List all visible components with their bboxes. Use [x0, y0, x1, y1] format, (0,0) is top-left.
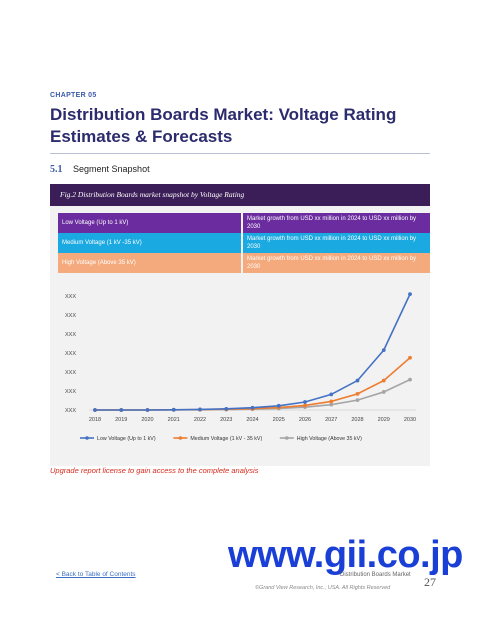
x-tick-label: 2028: [351, 417, 363, 423]
legend-label: High Voltage (Above 35 kV): [297, 436, 362, 442]
data-point: [119, 408, 124, 412]
x-tick-label: 2020: [141, 417, 153, 423]
data-point: [171, 407, 176, 412]
segment-row-high-voltage: High Voltage (Above 35 kV) Market growth…: [58, 253, 430, 273]
segment-row-low-voltage: Low Voltage (Up to 1 kV) Market growth f…: [58, 213, 430, 233]
upgrade-notice: Upgrade report license to gain access to…: [50, 466, 259, 475]
data-point: [355, 391, 360, 396]
legend-marker: [85, 436, 89, 440]
title-line-2: Estimates & Forecasts: [50, 127, 233, 146]
y-tick-label: XXX: [65, 351, 76, 357]
legend-marker: [285, 436, 289, 440]
y-tick-label: XXX: [65, 332, 76, 338]
section-divider: [50, 153, 430, 154]
segment-label: Medium Voltage (1 kV -35 kV): [58, 233, 241, 253]
x-tick-label: 2029: [378, 417, 390, 423]
data-point: [408, 377, 412, 382]
x-tick-label: 2024: [246, 417, 258, 423]
data-point: [329, 402, 334, 407]
segment-text: Market growth from USD xx million in 202…: [243, 233, 430, 253]
y-tick-label: XXX: [65, 313, 76, 319]
series-line: [95, 293, 411, 411]
segment-text: Market growth from USD xx million in 202…: [243, 253, 430, 273]
x-tick-label: 2018: [89, 417, 101, 423]
x-tick-label: 2019: [115, 417, 127, 423]
y-tick-label: XXX: [65, 389, 76, 395]
data-point: [303, 400, 307, 404]
footer-report-title: Distribution Boards Market: [340, 572, 411, 578]
data-point: [93, 408, 97, 412]
chapter-label: CHAPTER 05: [50, 92, 97, 99]
x-tick-label: 2026: [299, 417, 311, 423]
series-line: [95, 357, 411, 411]
section-heading: 5.1 Segment Snapshot: [50, 164, 150, 175]
data-point: [303, 403, 307, 408]
back-to-toc-link[interactable]: < Back to Table of Contents: [56, 571, 136, 578]
section-number: 5.1: [50, 164, 63, 175]
data-point: [198, 407, 202, 412]
legend-label: Low Voltage (Up to 1 kV): [97, 436, 156, 442]
segment-row-medium-voltage: Medium Voltage (1 kV -35 kV) Market grow…: [58, 233, 430, 253]
x-tick-label: 2027: [325, 417, 337, 423]
legend-marker: [178, 436, 183, 440]
series-line: [95, 378, 411, 411]
x-tick-label: 2023: [220, 417, 232, 423]
x-tick-label: 2022: [194, 417, 206, 423]
section-title: Segment Snapshot: [73, 164, 150, 174]
data-point: [408, 292, 412, 296]
segment-text: Market growth from USD xx million in 202…: [243, 213, 430, 233]
page-title: Distribution Boards Market: Voltage Rati…: [50, 104, 430, 148]
watermark-text: www.gii.co.jp: [228, 534, 463, 576]
data-point: [276, 403, 281, 408]
data-point: [329, 399, 334, 404]
legend-label: Medium Voltage (1 kV - 35 kV): [190, 436, 262, 442]
figure-caption: Fig.2 Distribution Boards market snapsho…: [50, 184, 430, 206]
y-tick-label: XXX: [65, 370, 76, 376]
data-point: [355, 398, 360, 403]
data-point: [250, 405, 255, 410]
market-line-chart: XXX XXX XXX XXX XXX XXX XXX 2018 2019 2020 2021 202…: [65, 292, 416, 442]
segment-label: Low Voltage (Up to 1 kV): [58, 213, 241, 233]
y-tick-label: XXX: [65, 294, 76, 300]
data-point: [381, 390, 386, 394]
title-line-1: Distribution Boards Market: Voltage Rati…: [50, 105, 397, 124]
x-tick-label: 2021: [168, 417, 180, 423]
data-point: [381, 348, 386, 353]
data-point: [355, 378, 360, 383]
x-tick-label: 2030: [404, 417, 416, 423]
data-point: [145, 408, 150, 412]
data-point: [381, 378, 386, 383]
x-tick-label: 2025: [273, 417, 285, 423]
page-number: 27: [424, 575, 436, 589]
segment-label: High Voltage (Above 35 kV): [58, 253, 241, 273]
data-point: [408, 355, 412, 360]
data-point: [224, 406, 229, 411]
copyright-text: ©Grand View Research, Inc., USA. All Rig…: [255, 585, 391, 591]
data-point: [329, 392, 334, 397]
y-tick-label: XXX: [65, 408, 76, 414]
